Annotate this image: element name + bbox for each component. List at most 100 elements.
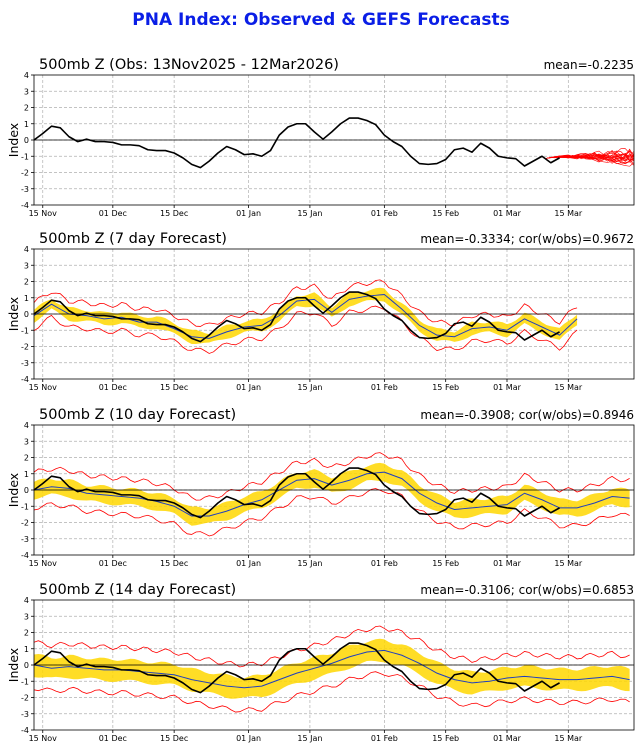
y-tick-label: -2 (21, 519, 29, 528)
x-tick-label: 15 Dec (160, 209, 188, 218)
x-tick-label: 15 Jan (297, 734, 322, 743)
y-tick-label: -1 (21, 677, 29, 686)
x-tick-label: 15 Jan (297, 383, 322, 392)
y-axis-label: Index (6, 123, 21, 157)
x-tick-label: 15 Dec (160, 734, 188, 743)
y-tick-label: 3 (24, 437, 29, 446)
x-tick-label: 15 Jan (297, 209, 322, 218)
x-tick-label: 15 Mar (554, 734, 583, 743)
observed-series-line (33, 467, 560, 519)
y-tick-label: -2 (21, 343, 29, 352)
y-tick-label: 3 (24, 261, 29, 270)
chart-panel-4: 500mb Z (14 day Forecast) mean=-0.3106; c… (6, 582, 635, 743)
y-tick-label: 2 (24, 278, 29, 287)
observed-series-line (33, 117, 560, 169)
forecast-upper-bound (33, 625, 630, 668)
y-tick-label: 1 (24, 120, 29, 129)
chart-panel-3: 500mb Z (10 day Forecast) mean=-0.3908; c… (6, 407, 635, 568)
chart-panel-2: 500mb Z (7 day Forecast) mean=-0.3334; co… (6, 231, 635, 392)
y-tick-label: 3 (24, 87, 29, 96)
ensemble-member-line (546, 150, 635, 160)
x-tick-label: 01 Feb (371, 209, 398, 218)
y-tick-label: 1 (24, 294, 29, 303)
x-tick-label: 15 Feb (432, 383, 459, 392)
chart-panel-1: 500mb Z (Obs: 13Nov2025 - 12Mar2026) mean… (6, 57, 635, 218)
x-tick-label: 01 Feb (371, 383, 398, 392)
x-tick-label: 15 Mar (554, 383, 583, 392)
x-tick-label: 01 Mar (493, 209, 522, 218)
y-tick-label: 2 (24, 454, 29, 463)
y-axis-label: Index (6, 648, 21, 682)
panel-title: 500mb Z (Obs: 13Nov2025 - 12Mar2026) (39, 57, 339, 73)
panel-stats: mean=-0.3334; cor(w/obs)=0.9672 (420, 232, 634, 246)
forecast-spread-band (34, 638, 630, 699)
y-tick-label: -4 (21, 375, 29, 384)
y-tick-label: 3 (24, 612, 29, 621)
x-tick-label: 15 Dec (160, 383, 188, 392)
x-tick-label: 01 Jan (236, 209, 261, 218)
y-tick-label: 4 (24, 421, 29, 430)
y-tick-label: -1 (21, 502, 29, 511)
x-tick-label: 15 Feb (432, 559, 459, 568)
x-tick-label: 15 Dec (160, 559, 188, 568)
chart-main-title: PNA Index: Observed & GEFS Forecasts (132, 10, 510, 30)
x-tick-label: 15 Feb (432, 209, 459, 218)
forecast-spread-band (34, 287, 578, 345)
y-tick-label: 4 (24, 245, 29, 254)
x-tick-label: 01 Jan (236, 383, 261, 392)
panel-title: 500mb Z (7 day Forecast) (39, 231, 227, 247)
y-tick-label: 0 (24, 486, 29, 495)
panel-title: 500mb Z (10 day Forecast) (39, 407, 236, 423)
panel-stats: mean=-0.3908; cor(w/obs)=0.8946 (420, 408, 634, 422)
y-tick-label: -4 (21, 726, 29, 735)
x-tick-label: 15 Nov (29, 383, 58, 392)
y-tick-label: -1 (21, 326, 29, 335)
y-tick-label: 1 (24, 470, 29, 479)
y-tick-label: -4 (21, 201, 29, 210)
forecast-mean-line (33, 293, 578, 339)
panel-stats: mean=-0.3106; cor(w/obs)=0.6853 (420, 583, 634, 597)
forecast-mean-line (33, 471, 630, 517)
x-tick-label: 15 Nov (29, 734, 58, 743)
y-tick-label: 1 (24, 645, 29, 654)
y-tick-label: 2 (24, 629, 29, 638)
panel-stats: mean=-0.2235 (544, 58, 634, 72)
y-axis-label: Index (6, 297, 21, 331)
y-tick-label: -2 (21, 694, 29, 703)
y-tick-label: -4 (21, 551, 29, 560)
forecast-lower-bound (33, 671, 630, 713)
observed-series-line (33, 291, 560, 343)
x-tick-label: 01 Mar (493, 734, 522, 743)
y-tick-label: -1 (21, 152, 29, 161)
y-tick-label: -3 (21, 710, 29, 719)
x-tick-label: 01 Dec (99, 559, 127, 568)
y-tick-label: 0 (24, 310, 29, 319)
forecast-upper-bound (33, 452, 630, 501)
x-tick-label: 15 Jan (297, 559, 322, 568)
x-tick-label: 01 Feb (371, 559, 398, 568)
x-tick-label: 01 Dec (99, 383, 127, 392)
y-tick-label: -3 (21, 359, 29, 368)
y-tick-label: -3 (21, 185, 29, 194)
panel-title: 500mb Z (14 day Forecast) (39, 582, 236, 598)
x-tick-label: 01 Jan (236, 559, 261, 568)
x-tick-label: 15 Mar (554, 209, 583, 218)
x-tick-label: 01 Mar (493, 559, 522, 568)
y-tick-label: 2 (24, 104, 29, 113)
x-tick-label: 01 Dec (99, 734, 127, 743)
y-axis-label: Index (6, 473, 21, 507)
x-tick-label: 01 Jan (236, 734, 261, 743)
y-tick-label: 0 (24, 136, 29, 145)
observed-series-line (33, 642, 560, 694)
y-tick-label: -3 (21, 535, 29, 544)
x-tick-label: 15 Nov (29, 209, 58, 218)
y-tick-label: 4 (24, 71, 29, 80)
x-tick-label: 01 Mar (493, 383, 522, 392)
x-tick-label: 01 Dec (99, 209, 127, 218)
x-tick-label: 15 Feb (432, 734, 459, 743)
x-tick-label: 15 Nov (29, 559, 58, 568)
forecast-spread-band (34, 462, 630, 526)
y-tick-label: 4 (24, 596, 29, 605)
forecast-lower-bound (33, 305, 578, 354)
